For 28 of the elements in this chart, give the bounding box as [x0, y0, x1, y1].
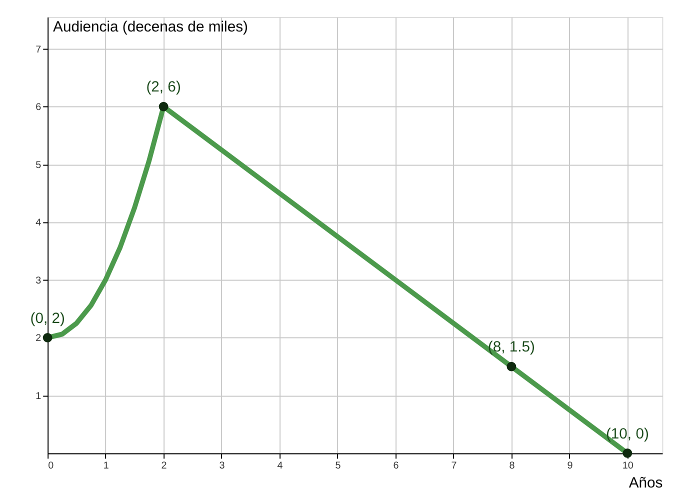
- x-tick-label: 3: [219, 460, 226, 472]
- point: [622, 448, 632, 458]
- y-tick-label: 6: [36, 102, 42, 114]
- x-tick-label: 4: [277, 460, 284, 472]
- annotation: (0, 2): [30, 310, 65, 327]
- annotation: (8, 1.5): [488, 340, 536, 356]
- x-tick-label: 7: [451, 460, 458, 472]
- annotation: (10, 0): [606, 426, 649, 442]
- point: [506, 362, 516, 372]
- point: [42, 332, 52, 342]
- y-tick-label: 2: [36, 333, 42, 344]
- x-tick-label: 10: [622, 460, 634, 472]
- y-tick-label: 7: [36, 44, 42, 56]
- y-axis-title: Audiencia (decenas de miles): [53, 19, 248, 36]
- x-tick-label: 0: [48, 460, 54, 472]
- x-tick-label: 9: [567, 460, 574, 472]
- annotation: (2, 6): [146, 80, 181, 96]
- y-tick-label: 5: [36, 160, 42, 171]
- y-tick-label: 4: [36, 218, 42, 229]
- x-tick-label: 1: [103, 460, 110, 472]
- point: [158, 102, 168, 112]
- y-tick-label: 3: [36, 275, 42, 286]
- x-tick-label: 8: [509, 460, 516, 472]
- x-axis-title: Años: [628, 475, 663, 492]
- y-tick-label: 1: [36, 390, 42, 402]
- x-tick-label: 5: [335, 460, 342, 472]
- x-tick-label: 2: [161, 460, 168, 472]
- x-tick-label: 6: [393, 460, 400, 472]
